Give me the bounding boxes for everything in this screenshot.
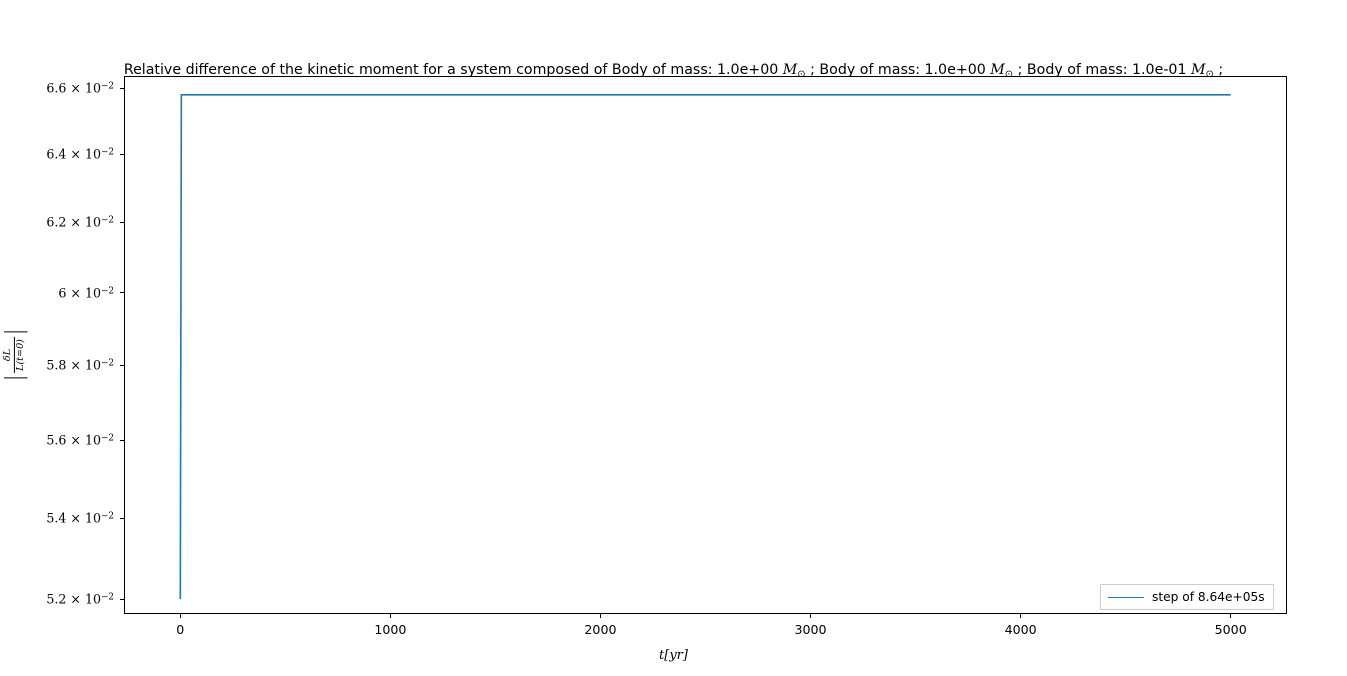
x-tick-mark [1230, 614, 1232, 618]
y-tick-times: × [70, 146, 85, 162]
y-tick-times: × [70, 285, 85, 300]
y-tick-label: 6.2 × 10−2 [46, 215, 114, 230]
x-tick-mark [599, 614, 602, 618]
y-axis-label-right-bar: | [0, 329, 28, 335]
y-tick-mantissa: 6.6 [46, 80, 71, 96]
y-tick-base: 10 [84, 591, 101, 607]
x-tick-mark [389, 614, 391, 618]
x-axis-label-variable: t [659, 648, 665, 663]
title-mass-subscript-3: ⊙ [1205, 68, 1214, 80]
y-tick-mantissa: 5.2 [46, 591, 71, 607]
title-text-1: Relative difference of the kinetic momen… [123, 62, 783, 78]
y-tick-base: 10 [84, 510, 101, 526]
y-tick-mark [120, 364, 124, 366]
title-mass-symbol-2: M [990, 62, 1005, 78]
x-tick-label: 4000 [1004, 622, 1037, 637]
x-tick-label: 3000 [794, 622, 827, 637]
title-text-4: ; [1213, 62, 1224, 78]
chart-title-line-1: Relative difference of the kinetic momen… [0, 58, 1347, 87]
y-tick-times: × [70, 357, 85, 373]
y-tick-exponent: −2 [101, 511, 114, 522]
y-tick-exponent: −2 [101, 215, 114, 226]
y-tick-label: 5.6 × 10−2 [46, 433, 114, 448]
y-axis-label-denominator: L(t=0) [14, 339, 26, 371]
y-tick-exponent: −2 [101, 433, 114, 444]
x-axis-label: t[yr] [0, 648, 1347, 663]
y-tick-mantissa: 5.8 [46, 357, 71, 373]
y-tick-times: × [70, 214, 85, 230]
x-axis-label-unit: [yr] [664, 648, 688, 663]
y-tick-base: 10 [84, 146, 101, 162]
y-tick-mantissa: 6.2 [46, 214, 71, 230]
y-tick-exponent: −2 [101, 286, 114, 297]
y-tick-label: 5.8 × 10−2 [46, 358, 114, 373]
x-tick-label: 5000 [1214, 622, 1247, 637]
legend-line-swatch [1108, 596, 1144, 598]
y-tick-label: 5.4 × 10−2 [46, 511, 114, 526]
title-text-2: ; Body of mass: 1.0e+00 [805, 62, 991, 78]
data-series-line [179, 93, 1231, 600]
y-tick-times: × [70, 591, 85, 607]
y-axis-label: | δL L(t=0) | [0, 328, 28, 382]
plot-area [124, 76, 1287, 614]
y-tick-mantissa: 6.4 [46, 146, 71, 162]
y-tick-label: 6.6 × 10−2 [46, 81, 114, 96]
y-tick-times: × [70, 510, 85, 526]
y-tick-label: 6.4 × 10−2 [46, 147, 114, 162]
x-tick-label: 2000 [584, 622, 617, 637]
y-tick-label: 6 × 10−2 [58, 285, 114, 300]
y-tick-exponent: −2 [101, 81, 114, 92]
y-tick-base: 10 [84, 357, 101, 373]
y-tick-mark [120, 598, 124, 600]
y-tick-base: 10 [84, 214, 101, 230]
y-axis-label-fraction: δL L(t=0) [1, 336, 26, 374]
y-tick-mark [120, 517, 124, 519]
y-tick-mark [120, 292, 124, 294]
y-tick-exponent: −2 [101, 147, 114, 158]
y-tick-mantissa: 6 [58, 285, 71, 300]
x-tick-label: 0 [176, 622, 185, 637]
y-tick-mark [120, 439, 124, 441]
y-tick-label: 5.2 × 10−2 [46, 592, 114, 607]
y-axis-label-wrapper: | δL L(t=0) | [0, 310, 28, 400]
y-tick-mark [120, 221, 124, 223]
y-tick-times: × [70, 80, 85, 96]
y-tick-mark [120, 153, 124, 155]
title-text-3: ; Body of mass: 1.0e-01 [1013, 62, 1191, 78]
y-axis-label-numerator: δL [1, 348, 13, 362]
title-mass-subscript-2: ⊙ [1004, 68, 1014, 80]
title-mass-symbol-3: M [1191, 62, 1206, 78]
y-tick-times: × [70, 432, 85, 448]
y-axis-label-left-bar: | [0, 375, 28, 381]
axes-frame [124, 76, 1287, 614]
y-tick-exponent: −2 [101, 592, 114, 603]
data-series-svg [179, 93, 1231, 600]
y-tick-base: 10 [84, 80, 101, 96]
legend-label: step of 8.64e+05s [1152, 590, 1265, 604]
title-mass-subscript-1: ⊙ [797, 68, 806, 80]
legend-box[interactable]: step of 8.64e+05s [1100, 584, 1274, 610]
y-tick-base: 10 [84, 432, 101, 448]
y-tick-mark [120, 87, 124, 89]
x-tick-mark [1020, 614, 1022, 618]
x-tick-mark [179, 614, 181, 618]
x-tick-label: 1000 [374, 622, 407, 637]
y-tick-mantissa: 5.4 [46, 510, 71, 526]
x-tick-mark [810, 614, 812, 618]
title-mass-symbol-1: M [782, 62, 798, 78]
y-tick-mantissa: 5.6 [46, 432, 71, 448]
y-tick-base: 10 [84, 285, 101, 300]
y-tick-exponent: −2 [101, 358, 114, 369]
